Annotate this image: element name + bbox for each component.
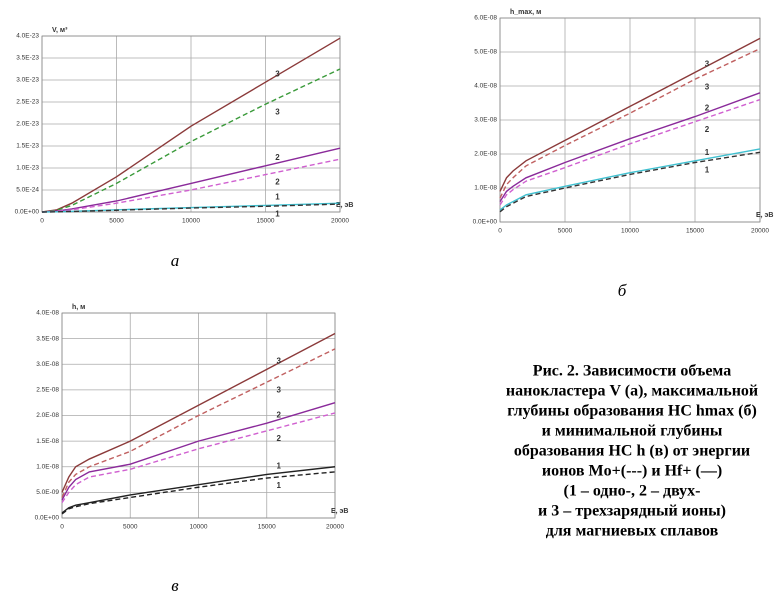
- x-tick-label: 15000: [258, 524, 276, 531]
- curve-label: 1: [277, 481, 282, 490]
- curve-label: 3: [277, 385, 282, 394]
- y-axis-label: h_max, м: [510, 9, 541, 16]
- series-line: [61, 466, 336, 514]
- series-line: [499, 47, 761, 199]
- x-tick-label: 20000: [331, 218, 349, 225]
- plot-frame: [61, 312, 336, 519]
- y-tick-label: 0.0E+00: [473, 219, 498, 226]
- y-tick-label: 1.0E-08: [474, 185, 497, 192]
- y-tick-label: 2.0E-23: [16, 121, 39, 128]
- y-tick-label: 1.0E-08: [36, 463, 59, 470]
- caption-line: нанокластера V (а), максимальной: [506, 383, 758, 400]
- x-tick-label: 0: [498, 228, 502, 235]
- curve-label: 1: [275, 209, 280, 218]
- caption-line: ионов Mo+(---) и Hf+ (—): [542, 463, 722, 480]
- series-line: [499, 148, 761, 211]
- y-tick-label: 6.0E-08: [474, 15, 497, 22]
- plot-frame: [41, 35, 341, 213]
- caption-line: для магниевых сплавов: [546, 523, 719, 540]
- series-line: [41, 203, 341, 213]
- y-tick-label: 3.5E-08: [36, 335, 59, 342]
- curve-label: 2: [277, 410, 282, 419]
- y-tick-label: 4.0E-08: [474, 83, 497, 90]
- series-line: [61, 348, 336, 498]
- caption-line: (1 – одно-, 2 – двух-: [563, 483, 700, 500]
- curve-label: 3: [275, 107, 280, 116]
- x-tick-label: 0: [60, 524, 64, 531]
- series-line: [41, 37, 341, 213]
- series-line: [499, 151, 761, 213]
- y-tick-label: 1.5E-08: [36, 438, 59, 445]
- x-tick-label: 20000: [326, 524, 344, 531]
- x-tick-label: 15000: [256, 218, 274, 225]
- y-axis-label: h, м: [72, 304, 85, 311]
- curve-label: 1: [705, 166, 710, 175]
- y-tick-label: 3.0E-08: [474, 117, 497, 124]
- curve-label: 1: [705, 148, 710, 157]
- curve-label: 2: [705, 125, 710, 134]
- panel-label: а: [171, 251, 180, 270]
- curve-label: 2: [275, 153, 280, 162]
- series-line: [61, 471, 336, 515]
- series-line: [61, 412, 336, 504]
- x-tick-label: 10000: [182, 218, 200, 225]
- y-tick-label: 3.5E-23: [16, 55, 39, 62]
- curve-label: 2: [705, 104, 710, 113]
- x-axis-label: E, эВ: [756, 212, 773, 219]
- y-tick-label: 1.5E-23: [16, 143, 39, 150]
- series-line: [41, 68, 341, 213]
- curve-label: 1: [275, 193, 280, 202]
- x-tick-label: 5000: [123, 524, 138, 531]
- x-tick-label: 15000: [686, 228, 704, 235]
- y-axis-label: V, м³: [52, 27, 68, 34]
- curve-label: 1: [277, 462, 282, 471]
- x-tick-label: 10000: [189, 524, 207, 531]
- panel-label: в: [171, 576, 179, 593]
- curve-label: 3: [277, 356, 282, 365]
- caption-line: глубины образования НС hmax (б): [507, 403, 757, 420]
- curve-label: 3: [705, 60, 710, 69]
- curve-label: 3: [275, 69, 280, 78]
- curve-label: 2: [277, 434, 282, 443]
- series-line: [61, 332, 336, 493]
- caption-line: образования НС h (в) от энергии: [514, 443, 750, 460]
- y-tick-label: 0.0E+00: [15, 209, 40, 216]
- caption-line: и 3 – трехзарядный ионы): [538, 503, 726, 520]
- y-tick-label: 0.0E+00: [35, 515, 60, 522]
- y-tick-label: 5.0E-09: [36, 489, 59, 496]
- y-tick-label: 2.5E-08: [36, 387, 59, 394]
- x-axis-label: E, эВ: [331, 508, 348, 515]
- y-tick-label: 3.0E-08: [36, 361, 59, 368]
- y-tick-label: 4.0E-23: [16, 33, 39, 40]
- x-tick-label: 20000: [751, 228, 769, 235]
- series-line: [41, 158, 341, 213]
- series-line: [499, 98, 761, 206]
- panel-label: б: [618, 281, 627, 300]
- y-tick-label: 5.0E-08: [474, 49, 497, 56]
- x-axis-label: E, эВ: [336, 202, 353, 209]
- x-tick-label: 0: [40, 218, 44, 225]
- y-tick-label: 2.0E-08: [474, 151, 497, 158]
- x-tick-label: 5000: [109, 218, 124, 225]
- caption-line: и минимальной глубины: [542, 423, 723, 440]
- y-tick-label: 5.0E-24: [16, 187, 39, 194]
- x-tick-label: 10000: [621, 228, 639, 235]
- curve-label: 2: [275, 178, 280, 187]
- curve-label: 3: [705, 82, 710, 91]
- series-line: [61, 402, 336, 501]
- y-tick-label: 2.5E-23: [16, 99, 39, 106]
- series-line: [499, 92, 761, 202]
- series-line: [499, 37, 761, 192]
- y-tick-label: 1.0E-23: [16, 165, 39, 172]
- y-tick-label: 3.0E-23: [16, 77, 39, 84]
- plot-frame: [499, 17, 761, 223]
- y-tick-label: 4.0E-08: [36, 310, 59, 317]
- x-tick-label: 5000: [558, 228, 573, 235]
- caption-line: Рис. 2. Зависимости объема: [533, 363, 731, 380]
- y-tick-label: 2.0E-08: [36, 412, 59, 419]
